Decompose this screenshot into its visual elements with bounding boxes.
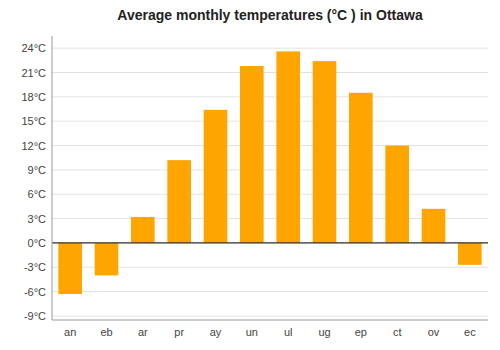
- bar: [313, 61, 337, 243]
- y-tick-label: 21°C: [21, 67, 46, 79]
- grid-line: [52, 96, 488, 97]
- chart: Average monthly temperatures (°C ) in Ot…: [0, 0, 500, 350]
- x-tick-label: pr: [174, 326, 184, 338]
- bar: [349, 93, 373, 243]
- x-tick-label: ov: [428, 326, 440, 338]
- bar: [276, 51, 300, 242]
- grid-line: [52, 194, 488, 195]
- y-axis-line: [52, 36, 53, 320]
- y-tick-label: 6°C: [28, 188, 47, 200]
- y-ticks: -9°C -6°C -3°C 0°C 3°C 6°C 9°C 12°C 15°C 18°C 21°C…: [21, 42, 46, 322]
- x-tick-label: ar: [138, 326, 148, 338]
- x-ticks: an eb ar pr ay un ul ug ep ct ov ec: [64, 326, 476, 338]
- y-tick-label: 15°C: [21, 115, 46, 127]
- x-tick-label: eb: [100, 326, 112, 338]
- x-tick-label: ep: [355, 326, 367, 338]
- bar: [95, 243, 119, 275]
- bar: [240, 66, 264, 243]
- bar: [458, 243, 482, 265]
- grid-line: [52, 72, 488, 73]
- y-tick-label: 18°C: [21, 91, 46, 103]
- x-tick-label: ct: [393, 326, 402, 338]
- y-tick-label: 24°C: [21, 42, 46, 54]
- grid-line: [52, 291, 488, 292]
- grid-line: [52, 315, 488, 316]
- y-tick-label: -9°C: [24, 310, 46, 322]
- bar: [204, 110, 228, 243]
- bar: [385, 146, 409, 243]
- bar: [58, 243, 82, 294]
- x-tick-label: ay: [210, 326, 222, 338]
- x-tick-label: ec: [464, 326, 476, 338]
- y-tick-label: 9°C: [28, 164, 47, 176]
- y-tick-label: -6°C: [24, 286, 46, 298]
- y-tick-label: 0°C: [28, 237, 47, 249]
- bar: [422, 209, 446, 243]
- title: Average monthly temperatures (°C ) in Ot…: [117, 7, 423, 23]
- x-tick-label: an: [64, 326, 76, 338]
- x-tick-label: ul: [284, 326, 293, 338]
- y-tick-label: 12°C: [21, 140, 46, 152]
- x-axis-line: [52, 320, 488, 321]
- grid-line: [52, 48, 488, 49]
- y-tick-label: -3°C: [24, 261, 46, 273]
- zero-line: [52, 242, 488, 243]
- grid-line: [52, 121, 488, 122]
- bars: [58, 51, 481, 294]
- grid-line: [52, 242, 488, 243]
- y-tick-label: 3°C: [28, 213, 47, 225]
- x-tick-label: un: [246, 326, 258, 338]
- grid-line: [52, 145, 488, 146]
- grid-line: [52, 169, 488, 170]
- bar: [167, 160, 191, 243]
- grid: [52, 48, 488, 316]
- x-tick-label: ug: [318, 326, 330, 338]
- bar: [131, 217, 155, 243]
